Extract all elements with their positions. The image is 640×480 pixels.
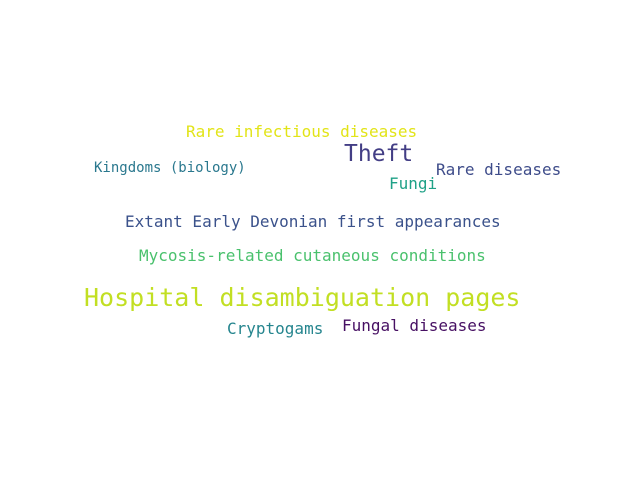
word-rare-infectious-diseases: Rare infectious diseases xyxy=(186,122,418,141)
word-kingdoms-biology: Kingdoms (biology) xyxy=(94,160,246,176)
word-hospital-disambiguation-pages: Hospital disambiguation pages xyxy=(84,283,521,312)
word-cryptogams: Cryptogams xyxy=(227,319,324,338)
word-fungal-diseases: Fungal diseases xyxy=(342,316,487,335)
word-theft: Theft xyxy=(344,141,414,167)
word-fungi: Fungi xyxy=(389,174,438,193)
word-rare-diseases: Rare diseases xyxy=(436,160,562,179)
word-extant-early-devonian-first-appearances: Extant Early Devonian first appearances xyxy=(125,212,501,231)
word-mycosis-related-cutaneous-conditions: Mycosis-related cutaneous conditions xyxy=(139,246,486,265)
